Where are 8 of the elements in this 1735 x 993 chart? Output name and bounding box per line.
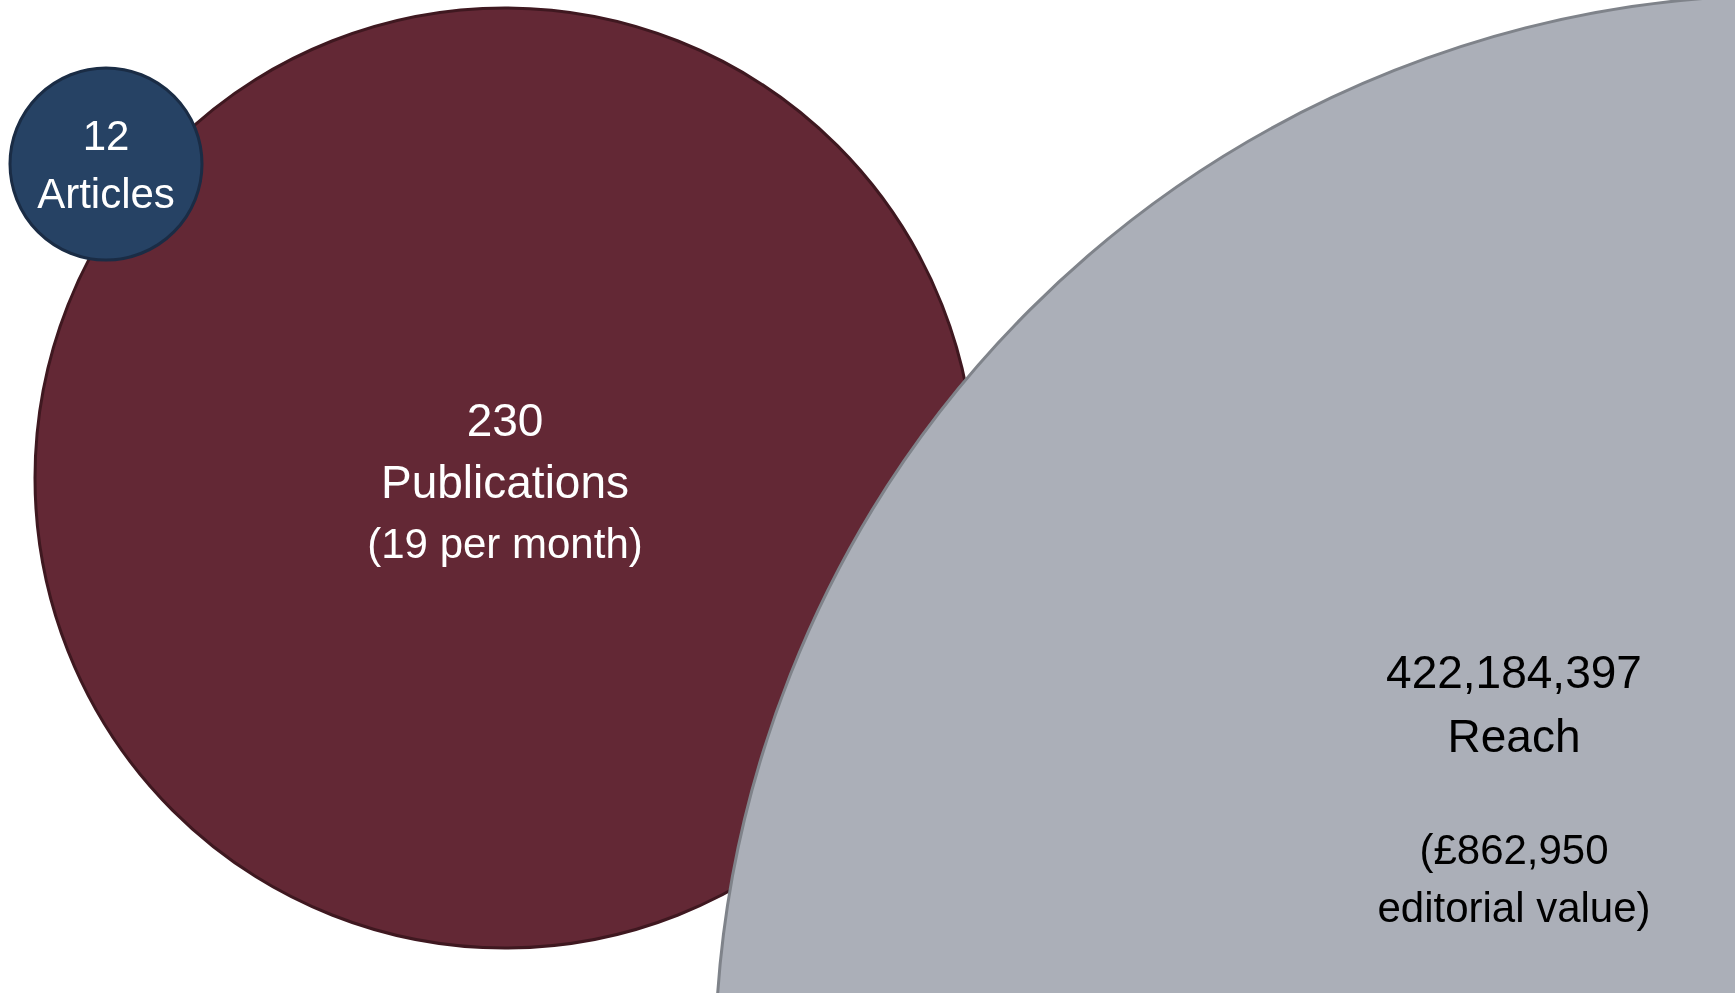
text: (19 per month) bbox=[367, 519, 643, 567]
text: (£862,950 editorial value) bbox=[1377, 825, 1651, 931]
category-label: Reach bbox=[1447, 709, 1581, 762]
data-label: 230 bbox=[466, 393, 544, 446]
data-label: 422,184,397 bbox=[1386, 645, 1642, 698]
data-label: 12 bbox=[82, 111, 130, 159]
category-label: Articles bbox=[37, 169, 175, 217]
category-label: Publications bbox=[380, 455, 630, 508]
